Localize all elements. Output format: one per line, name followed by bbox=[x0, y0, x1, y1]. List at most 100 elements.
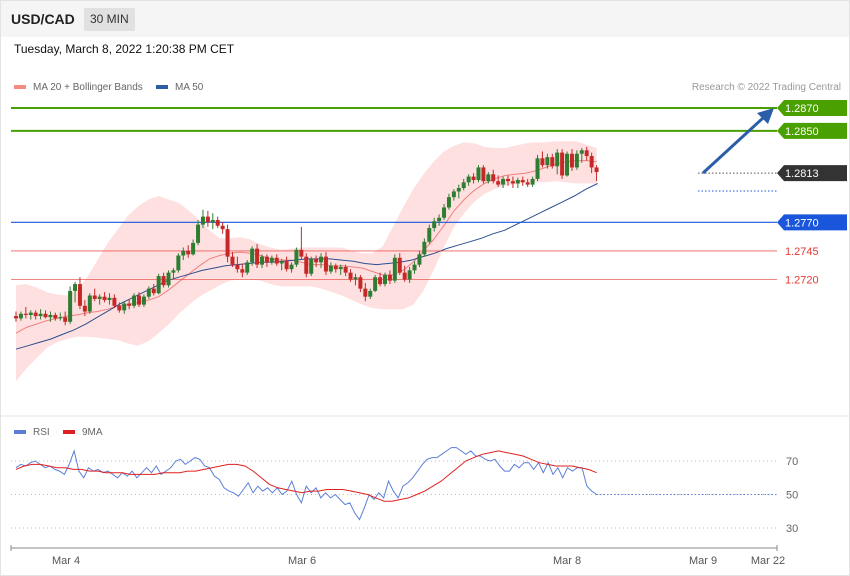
candle-body bbox=[117, 305, 122, 311]
x-tick-label: Mar 6 bbox=[288, 555, 316, 567]
rsi-panel: 70 50 30 bbox=[11, 447, 798, 535]
candle bbox=[289, 262, 294, 273]
candle bbox=[146, 286, 151, 299]
candle-body bbox=[422, 241, 427, 255]
candle bbox=[427, 224, 432, 245]
candle bbox=[28, 310, 33, 320]
candle-body bbox=[574, 153, 579, 168]
candle bbox=[353, 273, 358, 286]
candle bbox=[215, 216, 220, 229]
candle-body bbox=[333, 265, 338, 270]
credit-text: Research © 2022 Trading Central bbox=[692, 82, 841, 93]
resistance-label: 1.2850 bbox=[785, 126, 819, 138]
price-legend: MA 20 + Bollinger Bands MA 50 Research ©… bbox=[14, 82, 841, 93]
candle bbox=[38, 309, 43, 320]
candle-body bbox=[225, 229, 230, 257]
candle-body bbox=[446, 197, 451, 208]
candle bbox=[166, 270, 171, 288]
candle-body bbox=[77, 284, 82, 306]
candle-body bbox=[584, 150, 589, 157]
candle bbox=[456, 184, 461, 199]
x-tick-label: Mar 22 bbox=[751, 555, 785, 567]
candle-body bbox=[338, 266, 343, 270]
candle-body bbox=[550, 157, 555, 167]
candle bbox=[260, 254, 264, 269]
ma50-legend-label: MA 50 bbox=[175, 82, 204, 93]
candle bbox=[269, 255, 274, 265]
candle bbox=[314, 255, 319, 267]
candle-body bbox=[555, 152, 560, 167]
candle bbox=[594, 165, 599, 182]
candle bbox=[141, 294, 146, 307]
candle bbox=[309, 256, 314, 277]
candle bbox=[200, 209, 205, 229]
candle-body bbox=[284, 261, 289, 270]
rsi-tick-label: 30 bbox=[786, 523, 798, 535]
candle-body bbox=[53, 314, 58, 319]
candle bbox=[510, 176, 515, 189]
candle bbox=[294, 247, 299, 267]
candle-body bbox=[92, 295, 97, 299]
candle-body bbox=[87, 295, 92, 312]
candle-body bbox=[402, 272, 407, 280]
candle bbox=[442, 204, 447, 221]
candle-body bbox=[269, 257, 274, 263]
candle bbox=[338, 264, 343, 275]
candle bbox=[33, 310, 38, 320]
ma20-legend-swatch bbox=[14, 85, 26, 89]
candle bbox=[107, 293, 112, 305]
candle-body bbox=[565, 153, 570, 176]
candle bbox=[343, 264, 348, 277]
pivot-label: 1.2770 bbox=[785, 217, 819, 229]
candle bbox=[191, 239, 196, 256]
candle bbox=[186, 245, 191, 258]
candle bbox=[535, 154, 540, 182]
candle-body bbox=[14, 316, 18, 319]
candle bbox=[240, 263, 245, 278]
candle-body bbox=[358, 277, 363, 289]
candle bbox=[358, 274, 363, 293]
candle bbox=[476, 165, 481, 183]
x-tick-label: Mar 8 bbox=[553, 555, 581, 567]
candle bbox=[387, 270, 392, 285]
candle-body bbox=[250, 248, 255, 263]
candle-body bbox=[560, 152, 565, 176]
candle-body bbox=[392, 257, 397, 281]
resistance-label: 1.2870 bbox=[785, 103, 819, 115]
candle bbox=[102, 292, 107, 303]
candle bbox=[274, 254, 279, 266]
price-level-layer: 1.2870 1.2850 1.2813 1.2770 1.2745 1.2720 bbox=[11, 100, 847, 287]
candle bbox=[235, 256, 240, 273]
candle-body bbox=[461, 182, 466, 189]
candle-body bbox=[23, 313, 28, 315]
candle-body bbox=[387, 274, 392, 281]
candle bbox=[412, 261, 417, 274]
candle bbox=[196, 220, 201, 246]
candle bbox=[422, 238, 427, 257]
rsi-tick-label: 70 bbox=[786, 456, 798, 468]
timeframe-button[interactable]: 30 MIN bbox=[84, 8, 135, 31]
candle-body bbox=[486, 174, 491, 182]
candle-body bbox=[466, 176, 471, 183]
current-price-label: 1.2813 bbox=[785, 168, 819, 180]
candle-body bbox=[63, 317, 68, 322]
candle-body bbox=[240, 269, 245, 273]
candle-body bbox=[245, 262, 250, 273]
candle-body bbox=[451, 191, 456, 198]
candle bbox=[151, 284, 156, 296]
candle-body bbox=[82, 305, 87, 312]
candle bbox=[73, 281, 78, 303]
x-tick-label: Mar 9 bbox=[689, 555, 717, 567]
candle bbox=[560, 149, 565, 179]
resistance-tag bbox=[777, 122, 847, 139]
rsi-legend-swatch bbox=[14, 430, 26, 434]
candle bbox=[176, 253, 181, 273]
candle bbox=[432, 217, 437, 232]
candle-body bbox=[230, 256, 235, 265]
candle-body bbox=[38, 313, 43, 317]
candle-body bbox=[146, 288, 151, 297]
candle bbox=[530, 176, 535, 187]
rsi-line bbox=[15, 447, 597, 521]
candle-body bbox=[569, 153, 574, 168]
